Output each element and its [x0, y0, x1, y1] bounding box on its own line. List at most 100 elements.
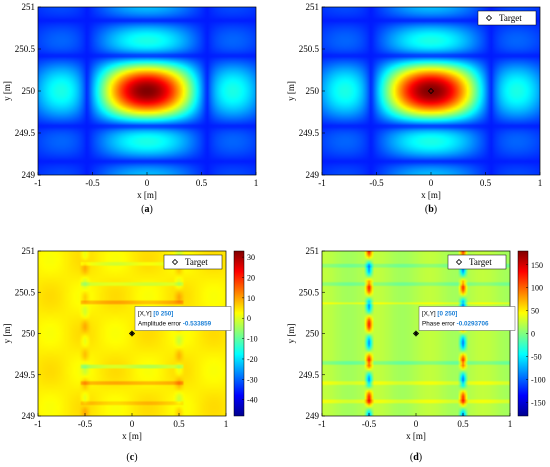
- x-axis-label: x [m]: [406, 431, 426, 441]
- x-tick-label: 1: [254, 178, 259, 188]
- y-tick-label: 249.5: [299, 128, 320, 138]
- legend: Target: [447, 254, 507, 270]
- y-tick-label: 250: [22, 86, 36, 96]
- heatmap-image: [38, 7, 256, 175]
- x-tick-label: 1: [538, 178, 543, 188]
- y-axis-label: y [m]: [2, 81, 12, 101]
- datatip: [X,Y] [0 250] Amplitude error -0.533859: [130, 306, 232, 335]
- datatip-line-1: [X,Y] [0 250]: [422, 311, 457, 318]
- legend-label: Target: [499, 13, 522, 23]
- datatip-point: [414, 332, 418, 335]
- panel-c: -1 -0.5 0 0.5 1 249 249.5 250 250.5 251 x [m] y [m]…: [2, 246, 258, 463]
- datatip-box: [418, 306, 516, 331]
- datatip-line-2: Phase error -0.0293706: [422, 321, 489, 328]
- x-axis-label: x [m]: [137, 190, 157, 200]
- datatip-line-2: Amplitude error -0.533859: [138, 321, 212, 328]
- panel-caption: (d): [410, 452, 422, 463]
- legend-label: Target: [469, 257, 492, 267]
- x-tick-label: 0: [414, 419, 419, 429]
- y-tick-label: 249.5: [15, 370, 36, 380]
- colorbar-tick-label: 30: [247, 253, 255, 262]
- y-tick-label: 250: [306, 329, 320, 339]
- x-axis-label: x [m]: [122, 431, 142, 441]
- x-tick-label: 0.5: [457, 419, 469, 429]
- x-tick-label: 1: [224, 419, 229, 429]
- legend-diamond-icon: [455, 258, 463, 266]
- x-tick-label: -0.5: [85, 178, 100, 188]
- colorbar-tick-label: -20: [247, 355, 258, 364]
- y-tick-label: 249: [306, 170, 320, 180]
- panel-a: -1 -0.5 0 0.5 1 249 249.5 250 250.5 251 x [m] y [m]…: [2, 2, 258, 215]
- colorbar: 30 20 10 0 -10 -20 -30 -40: [233, 250, 258, 417]
- target-marker: [412, 330, 420, 337]
- y-tick-label: 250: [22, 329, 36, 339]
- colorbar-tick-label: 0: [531, 330, 535, 339]
- x-tick-label: 0.5: [173, 419, 185, 429]
- x-tick-label: -1: [318, 419, 326, 429]
- x-tick-label: 0.5: [480, 178, 492, 188]
- colorbar-tick-label: -10: [247, 335, 258, 344]
- legend-box: [447, 254, 507, 270]
- panel-b: -1 -0.5 0 0.5 1 249 249.5 250 250.5 251 x [m] y [m]…: [286, 2, 542, 215]
- x-tick-label: 1: [508, 419, 513, 429]
- y-tick-label: 249: [22, 411, 36, 421]
- colorbar: 150 100 50 0 -50 -100 -150: [517, 250, 546, 417]
- datatip-line-1: [X,Y] [0 250]: [138, 311, 173, 318]
- legend-box: [163, 254, 223, 270]
- y-axis-label: y [m]: [2, 324, 12, 344]
- y-tick-label: 249.5: [299, 370, 320, 380]
- x-tick-label: 0: [130, 419, 135, 429]
- colorbar-tick-label: 150: [531, 261, 543, 270]
- x-tick-label: -1: [34, 419, 42, 429]
- panel-d: -1 -0.5 0 0.5 1 249 249.5 250 250.5 251 x [m] y [m]…: [286, 246, 546, 463]
- colorbar-tick-label: -30: [247, 375, 258, 384]
- legend: Target: [163, 254, 223, 270]
- datatip: [X,Y] [0 250] Phase error -0.0293706: [414, 306, 516, 335]
- legend: Target: [477, 10, 537, 26]
- y-tick-label: 250.5: [15, 44, 36, 54]
- x-tick-label: 0: [145, 178, 150, 188]
- target-marker: [128, 330, 136, 337]
- y-tick-label: 249.5: [15, 128, 36, 138]
- y-tick-label: 250: [306, 86, 320, 96]
- heatmap-image: [322, 7, 540, 175]
- colorbar-tick-label: -150: [531, 398, 546, 407]
- colorbar-tick-label: -50: [531, 352, 542, 361]
- y-axis-label: y [m]: [286, 81, 296, 101]
- colorbar-tick-label: -40: [247, 396, 258, 405]
- x-tick-label: -1: [34, 178, 42, 188]
- colorbar-tick-label: 10: [247, 294, 255, 303]
- panel-caption: (b): [425, 204, 437, 215]
- x-tick-label: 0.5: [196, 178, 208, 188]
- y-tick-label: 251: [22, 246, 36, 256]
- y-tick-label: 250.5: [299, 44, 320, 54]
- legend-box: [477, 10, 537, 26]
- x-tick-label: -0.5: [78, 419, 93, 429]
- legend-diamond-icon: [171, 258, 179, 266]
- panel-caption: (c): [126, 452, 137, 463]
- panel-caption: (a): [141, 204, 153, 215]
- colorbar-tick-label: 100: [531, 284, 543, 293]
- y-tick-label: 250.5: [299, 287, 320, 297]
- datatip-point: [130, 332, 134, 335]
- y-tick-label: 251: [22, 2, 36, 12]
- colorbar-tick-label: 50: [531, 307, 539, 316]
- y-axis-label: y [m]: [286, 324, 296, 344]
- x-axis-label: x [m]: [421, 190, 441, 200]
- colorbar-tick-label: 20: [247, 273, 255, 282]
- y-tick-label: 249: [306, 411, 320, 421]
- legend-diamond-icon: [485, 14, 493, 22]
- y-tick-label: 249: [22, 170, 36, 180]
- x-tick-label: -0.5: [362, 419, 377, 429]
- colorbar-tick-label: 0: [247, 314, 251, 323]
- datatip-box: [134, 306, 232, 331]
- y-tick-label: 250.5: [15, 287, 36, 297]
- y-tick-label: 251: [306, 246, 320, 256]
- colorbar-tick-label: -100: [531, 375, 546, 384]
- legend-label: Target: [185, 257, 208, 267]
- y-tick-label: 251: [306, 2, 320, 12]
- target-marker: [427, 87, 435, 95]
- colorbar-gradient: [233, 250, 245, 417]
- x-tick-label: -0.5: [369, 178, 384, 188]
